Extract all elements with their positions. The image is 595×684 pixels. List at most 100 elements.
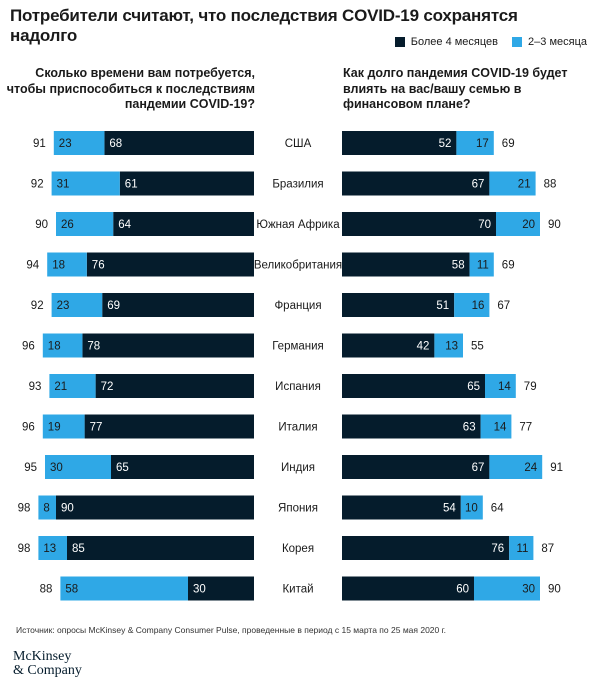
category-label: Испания xyxy=(275,381,321,393)
left-bar-short-label: 18 xyxy=(48,341,61,353)
left-bar-short-label: 58 xyxy=(65,584,78,596)
right-bar-long xyxy=(342,252,470,277)
left-bar-short-label: 23 xyxy=(57,300,70,312)
right-bar-short xyxy=(489,171,536,196)
left-bar-long xyxy=(113,212,254,236)
left-bar-long xyxy=(56,495,254,520)
left-bar-short-label: 13 xyxy=(43,543,56,555)
left-total-label: 93 xyxy=(29,381,42,393)
left-bar-long-label: 30 xyxy=(193,584,206,596)
right-bar-short xyxy=(509,536,534,560)
right-total-label: 79 xyxy=(524,381,537,393)
right-question: Как долго пандемия COVID-19 будет влиять… xyxy=(343,66,568,111)
left-bar-long xyxy=(86,252,254,277)
right-bar-long xyxy=(342,374,485,398)
left-bar-short-label: 26 xyxy=(61,219,74,231)
legend-item-short: 2–3 месяца xyxy=(512,36,587,48)
right-bar-short xyxy=(496,212,540,236)
left-bar-long-label: 85 xyxy=(72,543,85,555)
right-bar-long-label: 54 xyxy=(443,503,456,515)
right-bar-short-label: 11 xyxy=(477,260,489,272)
left-total-label: 90 xyxy=(35,219,48,231)
right-total-label: 64 xyxy=(491,503,504,515)
right-bar-long xyxy=(342,536,510,560)
left-bar-short-label: 19 xyxy=(48,422,61,434)
left-bar-short xyxy=(42,333,83,358)
left-bar-long-label: 78 xyxy=(87,341,100,353)
left-bar-long xyxy=(95,374,254,398)
right-bar-long-label: 70 xyxy=(478,219,491,231)
left-bar-short-label: 23 xyxy=(59,138,72,150)
right-bar-long-label: 67 xyxy=(472,462,485,474)
right-bar-long-label: 63 xyxy=(463,422,476,434)
category-label: Великобритания xyxy=(254,260,342,272)
left-bar-short xyxy=(47,252,87,277)
right-bar-long xyxy=(342,333,435,358)
right-bar-long xyxy=(342,576,474,601)
right-bar-short xyxy=(489,455,543,479)
right-total-label: 69 xyxy=(502,138,515,150)
legend-swatch-short xyxy=(512,37,523,47)
right-total-label: 77 xyxy=(519,422,532,434)
left-total-label: 95 xyxy=(24,462,37,474)
left-bar-long xyxy=(104,131,255,155)
left-bar-short-label: 31 xyxy=(57,179,70,191)
right-bar-long xyxy=(342,495,461,520)
right-bar-short-label: 30 xyxy=(522,584,535,596)
right-bar-long xyxy=(342,293,455,317)
left-bar-short xyxy=(49,374,96,398)
left-bar-long-label: 76 xyxy=(92,260,105,272)
right-bar-long xyxy=(342,171,490,196)
right-total-label: 87 xyxy=(541,543,554,555)
left-total-label: 91 xyxy=(33,138,46,150)
category-label: Япония xyxy=(278,503,318,515)
legend-item-long: Более 4 месяцев xyxy=(394,36,499,48)
left-total-label: 92 xyxy=(31,300,44,312)
right-total-label: 90 xyxy=(548,219,561,231)
category-label: Италия xyxy=(278,422,317,434)
source-note: Источник: опросы McKinsey & Company Cons… xyxy=(16,625,447,635)
left-bar-short xyxy=(38,495,56,520)
right-bar-long-label: 51 xyxy=(436,300,449,312)
left-bar-short xyxy=(38,536,67,560)
right-total-label: 67 xyxy=(497,300,510,312)
right-bar-short-label: 14 xyxy=(494,422,507,434)
right-bar-short-label: 20 xyxy=(522,219,535,231)
right-total-label: 91 xyxy=(550,462,563,474)
right-bar-short xyxy=(485,374,516,398)
right-bar-long-label: 58 xyxy=(452,260,465,272)
right-bar-short-label: 17 xyxy=(476,138,489,150)
right-bar-short-label: 24 xyxy=(524,462,537,474)
right-bar-short xyxy=(454,293,490,317)
right-bar-short xyxy=(456,131,494,155)
right-total-label: 69 xyxy=(502,260,515,272)
category-label: Китай xyxy=(282,584,313,596)
left-bar-long xyxy=(84,414,254,439)
right-bar-long-label: 42 xyxy=(417,341,430,353)
legend-label-long: Более 4 месяцев xyxy=(410,36,499,48)
right-bar-long xyxy=(342,414,481,439)
right-total-label: 90 xyxy=(548,584,561,596)
logo-line-1: McKinsey xyxy=(13,649,72,664)
left-bar-long xyxy=(111,455,254,479)
right-bar-long-label: 60 xyxy=(456,584,469,596)
right-bar-long xyxy=(342,212,496,236)
right-bar-short xyxy=(434,333,463,358)
company-logo: McKinsey & Company xyxy=(13,650,82,678)
right-bar-short xyxy=(480,414,512,439)
legend-label-short: 2–3 месяца xyxy=(528,36,587,48)
right-bar-short xyxy=(474,576,540,601)
left-bar-long xyxy=(67,536,254,560)
left-total-label: 92 xyxy=(31,179,44,191)
right-bar-long xyxy=(342,455,490,479)
right-bar-long xyxy=(342,131,457,155)
left-bar-short-label: 18 xyxy=(52,260,65,272)
category-label: Южная Африка xyxy=(256,219,340,231)
left-bar-short-label: 21 xyxy=(54,381,67,393)
left-bar-long-label: 61 xyxy=(125,179,138,191)
right-bar-short-label: 21 xyxy=(518,179,531,191)
left-question: Сколько времени вам потребуется, чтобы п… xyxy=(6,66,255,111)
left-bar-long-label: 65 xyxy=(116,462,129,474)
chart-title: Потребители считают, что последствия COV… xyxy=(10,6,518,45)
